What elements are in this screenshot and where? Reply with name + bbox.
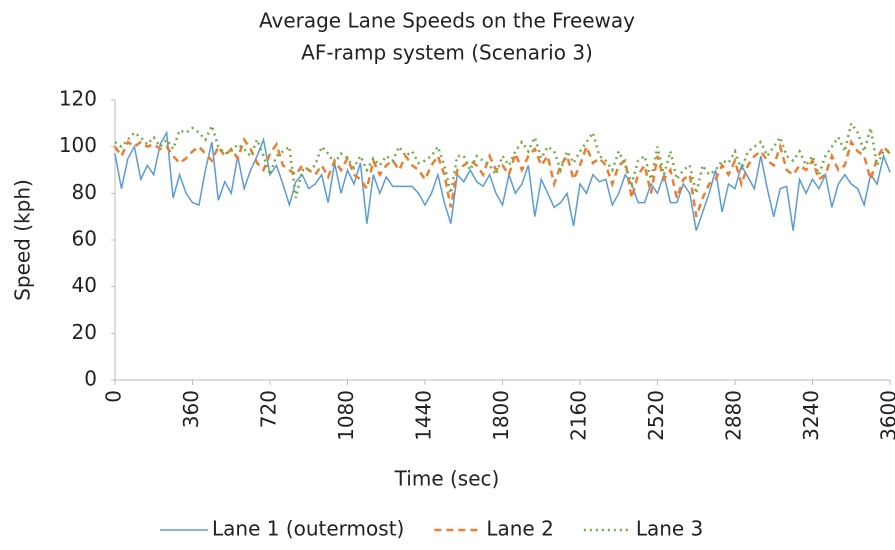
y-tick-label: 120 xyxy=(59,87,97,111)
x-axis-title: Time (sec) xyxy=(394,467,500,491)
x-tick-label: 1080 xyxy=(334,390,358,441)
x-tick-label: 0 xyxy=(102,390,126,403)
series-line xyxy=(114,130,891,231)
y-tick-label: 60 xyxy=(72,227,97,251)
chart-title: Average Lane Speeds on the Freeway xyxy=(259,9,635,33)
x-tick-label: 2520 xyxy=(644,390,668,441)
legend-label: Lane 2 xyxy=(486,517,553,541)
x-tick-label: 3600 xyxy=(877,390,895,441)
y-tick-label: 100 xyxy=(59,133,97,157)
legend-label: Lane 1 (outermost) xyxy=(212,517,404,541)
x-tick-label: 720 xyxy=(257,390,281,428)
x-tick-label: 1800 xyxy=(489,390,513,441)
series-line xyxy=(114,120,890,199)
y-axis-title: Speed (kph) xyxy=(11,179,35,301)
legend-label: Lane 3 xyxy=(636,517,703,541)
series-line xyxy=(113,136,891,218)
x-tick-label: 2160 xyxy=(567,390,591,441)
y-tick-label: 80 xyxy=(72,180,97,204)
chart-subtitle: AF-ramp system (Scenario 3) xyxy=(301,41,593,65)
x-tick-label: 360 xyxy=(179,390,203,428)
x-tick-label: 2880 xyxy=(722,390,746,441)
y-tick-label: 40 xyxy=(72,273,97,297)
x-tick-label: 3240 xyxy=(799,390,823,441)
y-tick-label: 20 xyxy=(72,320,97,344)
x-tick-label: 1440 xyxy=(412,390,436,441)
y-tick-label: 0 xyxy=(84,367,97,391)
